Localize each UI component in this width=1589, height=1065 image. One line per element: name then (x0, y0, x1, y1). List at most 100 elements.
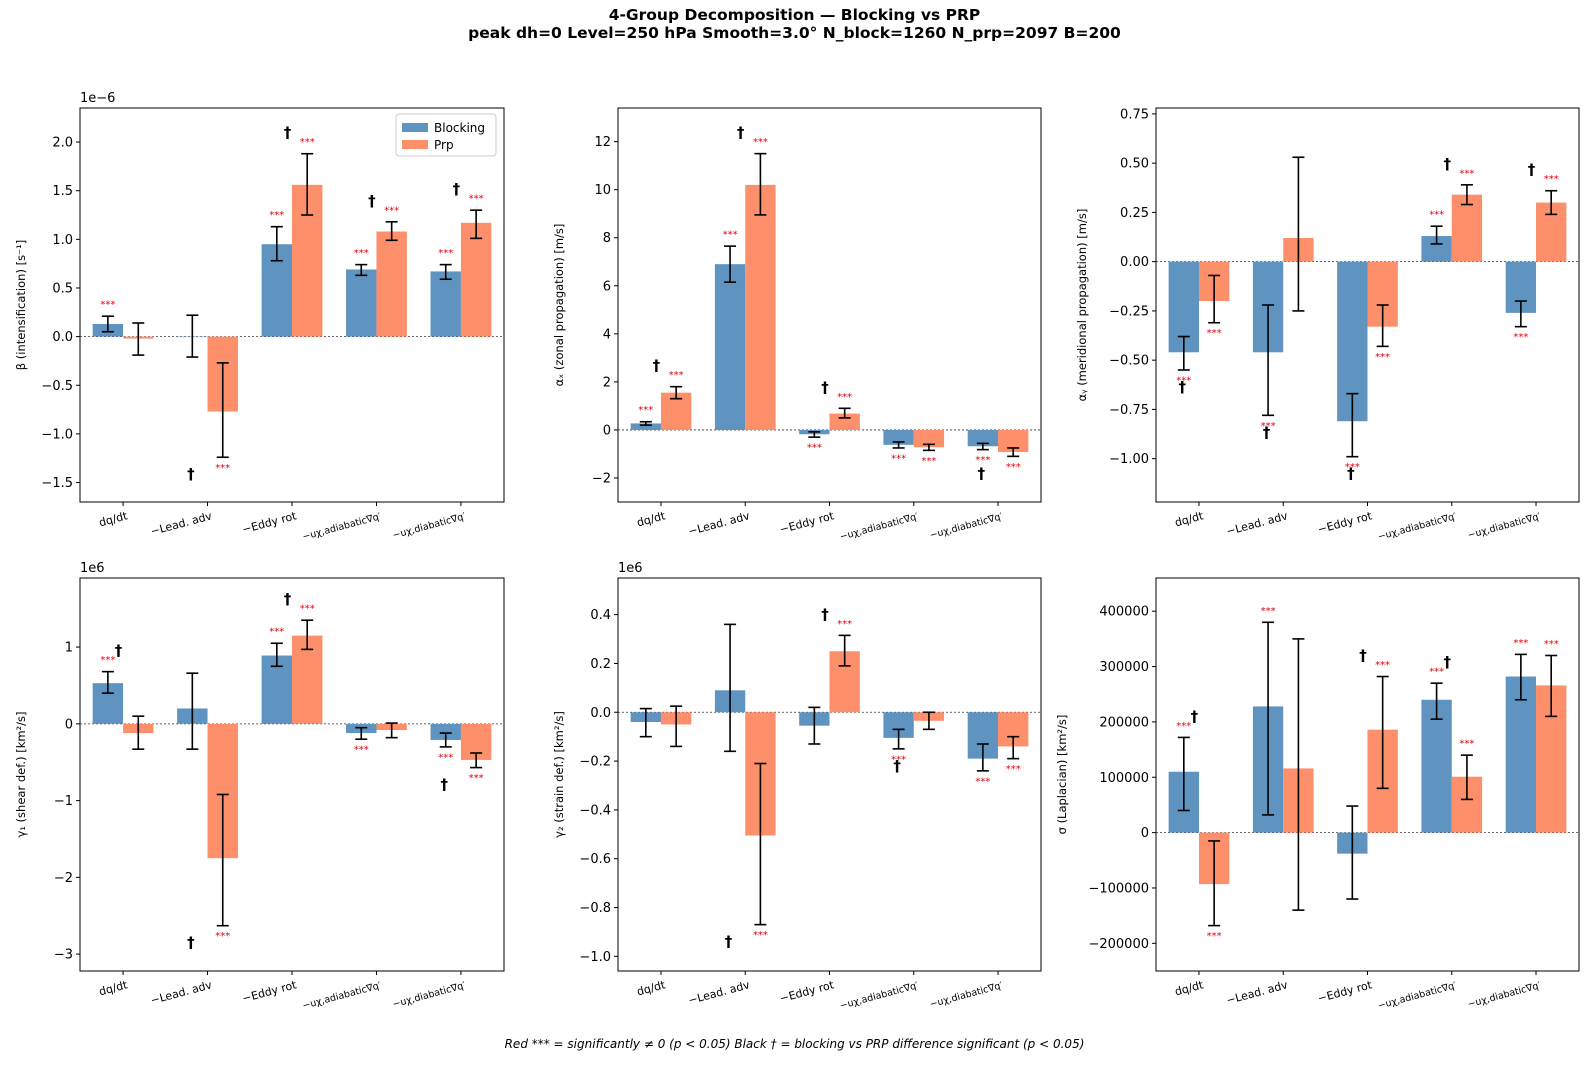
difference-dagger: † (115, 642, 123, 660)
bar-prp (829, 413, 860, 430)
significance-star: *** (1207, 931, 1222, 942)
difference-dagger: † (1443, 155, 1451, 173)
y-tick-label: 200000 (1099, 715, 1149, 730)
significance-star: *** (215, 931, 230, 942)
x-tick-label: −uχ,diabatic∇q′ (1467, 980, 1542, 1010)
x-tick-label: −Lead. adv (1225, 978, 1290, 1007)
y-tick-label: 100000 (1099, 771, 1149, 786)
y-tick-label: −100000 (1088, 881, 1149, 896)
significance-star: *** (100, 300, 115, 311)
y-tick-label: −3 (54, 948, 73, 963)
x-tick-label: −uχ,diabatic∇q′ (1467, 511, 1542, 541)
x-tick-label: dq/dt (98, 509, 130, 529)
y-tick-label: 1.0 (52, 233, 73, 248)
significance-star: *** (723, 230, 738, 241)
legend-swatch-prp (402, 140, 428, 149)
bar-prp (913, 429, 945, 448)
difference-dagger: † (187, 465, 195, 483)
y-tick-label: −0.75 (1109, 403, 1149, 418)
y-tick-label: 2 (603, 375, 611, 390)
x-tick-label: −Eddy rot (1316, 978, 1374, 1005)
significance-star: *** (1261, 606, 1276, 617)
figure-title-line-2: peak dh=0 Level=250 hPa Smooth=3.0° N_bl… (468, 24, 1121, 42)
bar-prp (1451, 194, 1483, 262)
y-tick-label: −200000 (1088, 937, 1149, 952)
significance-star: *** (921, 456, 936, 467)
x-tick-label: −uχ,adiabatic∇q′ (1377, 511, 1458, 543)
significance-star: *** (753, 137, 768, 148)
x-tick-label: −Eddy rot (1316, 509, 1374, 536)
difference-dagger: † (187, 934, 195, 952)
x-tick-label: −Lead. adv (149, 509, 214, 538)
significance-star: *** (469, 194, 484, 205)
y-tick-label: 0.25 (1120, 206, 1149, 221)
y-tick-label: −0.5 (41, 379, 73, 394)
panel-6: −200000 −100000 0 100000 200000 300000 400000 σ… (1055, 577, 1580, 1012)
significance-star: *** (753, 930, 768, 941)
significance-star: *** (1544, 174, 1559, 185)
significance-star: *** (1459, 168, 1474, 179)
y-tick-label: 0 (65, 717, 73, 732)
y-tick-label: −0.8 (579, 901, 611, 916)
y-tick-label: 0.4 (590, 608, 611, 623)
y-tick-label: 0.0 (590, 706, 611, 721)
bar-prp (745, 184, 776, 430)
bar-blocking (714, 264, 746, 430)
x-tick-label: −Eddy rot (241, 509, 299, 536)
significance-star: *** (269, 627, 284, 638)
significance-star: *** (1345, 462, 1360, 473)
y-tick-label: 0.00 (1120, 255, 1149, 270)
significance-star: *** (1207, 328, 1222, 339)
significance-star: *** (891, 754, 906, 765)
x-tick-label: −uχ,diabatic∇q′ (391, 511, 466, 541)
significance-star: *** (807, 443, 822, 454)
significance-star: *** (891, 453, 906, 464)
y-tick-label: −1.0 (579, 950, 611, 965)
difference-dagger: † (440, 776, 448, 794)
significance-star: *** (669, 370, 684, 381)
axis-multiplier: 1e6 (80, 561, 105, 576)
bar-blocking (1505, 676, 1537, 833)
x-tick-label: −Lead. adv (687, 509, 752, 538)
y-tick-label: −2 (54, 871, 73, 886)
difference-dagger: † (368, 192, 376, 210)
panel-1: −1.5 −1.0 −0.5 0.0 0.5 1.0 1.5 2.0 1e−6 β (intens… (14, 91, 505, 543)
significance-star: *** (1513, 332, 1528, 343)
significance-star: *** (1513, 638, 1528, 649)
significance-star: *** (837, 619, 852, 630)
legend-label-prp: Prp (434, 138, 454, 152)
significance-star: *** (1375, 660, 1390, 671)
bar-blocking (883, 429, 914, 445)
significance-star: *** (1375, 352, 1390, 363)
significance-star: *** (1006, 764, 1021, 775)
y-tick-label: 0.0 (52, 330, 73, 345)
significance-star: *** (438, 248, 453, 259)
y-tick-label: 400000 (1099, 605, 1149, 620)
difference-dagger: † (893, 757, 901, 775)
y-tick-label: 0.75 (1120, 107, 1149, 122)
x-tick-label: −Eddy rot (241, 978, 299, 1005)
x-tick-label: dq/dt (1173, 978, 1205, 998)
footnote: Red *** = significantly ≠ 0 (p < 0.05) B… (504, 1037, 1085, 1051)
figure-title-line-1: 4-Group Decomposition — Blocking vs PRP (608, 6, 981, 24)
bar-prp (376, 231, 407, 337)
difference-dagger: † (1263, 423, 1271, 441)
difference-dagger: † (453, 180, 461, 198)
y-axis-label: γ₁ (shear def.) [km²/s] (14, 711, 28, 837)
y-axis-label: αₓ (zonal propagation) [m/s] (552, 224, 566, 387)
y-tick-label: 1 (65, 641, 73, 656)
x-tick-label: −Eddy rot (778, 509, 836, 536)
difference-dagger: † (1528, 161, 1536, 179)
legend: Blocking Prp (395, 113, 497, 157)
y-tick-label: −2 (592, 471, 611, 486)
difference-dagger: † (725, 933, 733, 951)
y-tick-label: 2.0 (52, 136, 73, 151)
significance-star: *** (1429, 210, 1444, 221)
x-tick-label: −Eddy rot (778, 978, 836, 1005)
x-tick-label: −Lead. adv (687, 978, 752, 1007)
y-tick-label: −0.4 (579, 803, 611, 818)
significance-star: *** (1459, 739, 1474, 750)
significance-star: *** (1429, 667, 1444, 678)
y-tick-label: −1.5 (41, 476, 73, 491)
